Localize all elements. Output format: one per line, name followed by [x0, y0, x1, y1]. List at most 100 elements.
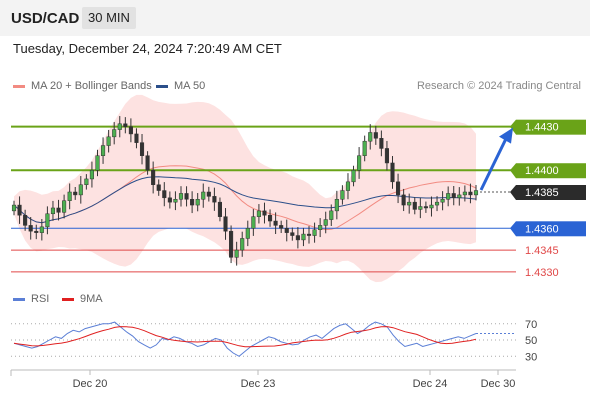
candle-body-67	[384, 148, 389, 164]
ma9-label: 9MA	[80, 293, 103, 305]
level-tag-tip-1.4430	[510, 119, 516, 135]
candle-body-10	[67, 191, 72, 201]
candle-body-53	[306, 233, 312, 236]
level-tag-tip-1.4400	[510, 163, 516, 179]
candle-body-39	[229, 230, 234, 258]
legend-9ma: 9MA	[62, 293, 103, 305]
rsi-line	[13, 321, 477, 357]
candle-body-36	[212, 196, 217, 203]
candle-body-50	[290, 232, 295, 236]
candle-body-15	[95, 155, 100, 171]
level-label-1.4430: 1.4430	[525, 122, 559, 134]
candle-body-40	[234, 249, 239, 258]
level-label-1.4360: 1.4360	[525, 223, 559, 235]
candle-body-2	[23, 214, 28, 226]
rsi-label: RSI	[31, 293, 50, 305]
level-tag-1.4400	[516, 163, 586, 179]
candle-body-83	[473, 190, 479, 196]
candle-body-18	[112, 129, 117, 138]
candle-body-65	[373, 132, 378, 139]
candle-body-19	[117, 123, 122, 130]
candle-body-3	[28, 225, 33, 232]
level-tag-tip-1.4360	[510, 221, 516, 237]
candle-body-37	[217, 201, 223, 217]
candle-body-16	[101, 145, 106, 156]
candle-body-75	[429, 204, 434, 209]
candle-body-13	[84, 178, 89, 185]
candle-body-9	[62, 200, 67, 213]
candle-body-7	[50, 207, 56, 215]
x-tick-dec-24: Dec 24	[413, 378, 448, 390]
candle-body-81	[462, 191, 467, 196]
candle-body-64	[368, 132, 373, 142]
candle-body-31	[184, 193, 189, 200]
candle-body-28	[167, 197, 172, 203]
candle-body-73	[418, 206, 423, 210]
x-tick-dec-30: Dec 30	[481, 378, 516, 390]
candle-body-32	[190, 199, 195, 206]
candle-body-4	[34, 230, 39, 233]
forecast-arrow-head	[499, 127, 513, 144]
candle-body-35	[206, 191, 211, 197]
candle-body-11	[73, 191, 78, 196]
candle-body-1	[17, 204, 22, 216]
ma50-swatch	[156, 84, 168, 88]
candle-body-80	[457, 194, 462, 199]
candle-body-26	[156, 184, 161, 191]
candle-body-22	[134, 133, 139, 143]
candle-body-57	[329, 210, 334, 220]
candle-body-79	[451, 193, 456, 199]
level-tag-1.4360	[516, 221, 586, 237]
rsi-swatch	[13, 297, 25, 301]
legend-ma20: MA 20 + Bollinger Bands	[13, 80, 152, 92]
rsi-tick-50: 50	[525, 335, 537, 347]
level-label-1.4400: 1.4400	[525, 165, 559, 177]
candle-body-25	[151, 169, 156, 185]
bollinger-band	[14, 94, 476, 283]
candle-body-72	[412, 201, 417, 210]
credit-text: Research © 2024 Trading Central	[416, 80, 581, 92]
candle-body-33	[195, 199, 200, 206]
rsi-9ma-line	[13, 326, 477, 348]
candle-body-23	[139, 142, 145, 156]
rsi-tick-30: 30	[525, 351, 537, 363]
candle-body-42	[245, 228, 250, 239]
candle-body-70	[401, 194, 406, 206]
candle-body-14	[89, 169, 94, 180]
candle-body-44	[256, 210, 261, 217]
candle-body-55	[318, 225, 323, 230]
timeframe-button[interactable]: 30 MIN	[82, 7, 136, 29]
candle-body-77	[440, 199, 445, 203]
rsi-tick-70: 70	[525, 319, 537, 331]
candle-body-27	[162, 190, 167, 199]
ma50-line	[13, 176, 477, 224]
candle-body-8	[56, 207, 61, 213]
candle-body-48	[279, 225, 284, 229]
candle-body-12	[78, 184, 83, 196]
symbol-label: USD/CAD	[11, 10, 80, 27]
candle-body-52	[301, 233, 306, 241]
ma20-label: MA 20 + Bollinger Bands	[31, 80, 152, 92]
candle-body-43	[251, 216, 256, 229]
current-price-tag-tip	[510, 185, 516, 200]
candle-body-45	[262, 210, 267, 216]
candle-body-47	[273, 220, 278, 226]
current-price-tag	[516, 185, 586, 200]
candle-body-54	[312, 229, 317, 236]
candle-body-17	[106, 136, 111, 146]
candle-body-29	[173, 199, 178, 203]
candle-body-5	[39, 226, 44, 233]
current-price-label: 1.4385	[525, 187, 559, 199]
legend-ma50: MA 50	[156, 80, 205, 92]
ma50-label: MA 50	[174, 80, 206, 92]
ma9-swatch	[62, 297, 74, 301]
x-tick-dec-23: Dec 23	[241, 378, 276, 390]
candle-body-6	[45, 213, 50, 228]
candle-body-51	[295, 235, 300, 241]
candle-body-76	[434, 201, 440, 206]
candle-body-59	[340, 190, 345, 200]
candle-body-24	[145, 155, 150, 171]
candle-body-78	[446, 193, 451, 200]
candle-body-62	[357, 155, 362, 171]
